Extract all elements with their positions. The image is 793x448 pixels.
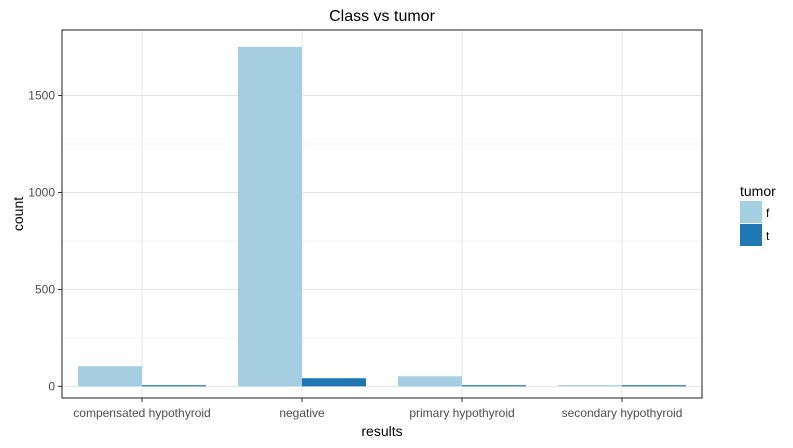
bar-t <box>622 385 686 387</box>
legend-title: tumor <box>740 183 776 199</box>
y-tick-label: 1500 <box>28 89 55 103</box>
bar-t <box>462 385 526 387</box>
bar-t <box>142 385 206 387</box>
bar-f <box>78 366 142 387</box>
chart-title: Class vs tumor <box>329 8 435 25</box>
x-tick-label: compensated hypothyroid <box>73 406 210 420</box>
plot-border <box>61 29 703 399</box>
legend-key-t <box>740 224 762 246</box>
plot-panel <box>62 30 702 398</box>
x-axis-label: results <box>361 423 402 439</box>
y-tick-label: 0 <box>48 379 55 393</box>
legend-key-f <box>740 201 762 223</box>
bar-f <box>238 46 302 387</box>
bar-t <box>302 378 366 387</box>
y-tick-label: 500 <box>35 282 55 296</box>
legend-label: t <box>766 229 770 243</box>
y-axis-label: count <box>10 197 26 231</box>
x-tick-label: negative <box>279 406 325 420</box>
x-tick-label: primary hypothyroid <box>409 406 514 420</box>
legend-label: f <box>766 206 770 220</box>
bar-f <box>398 376 462 387</box>
y-tick-label: 1000 <box>28 185 55 199</box>
x-tick-label: secondary hypothyroid <box>562 406 683 420</box>
bar-f <box>558 385 622 387</box>
